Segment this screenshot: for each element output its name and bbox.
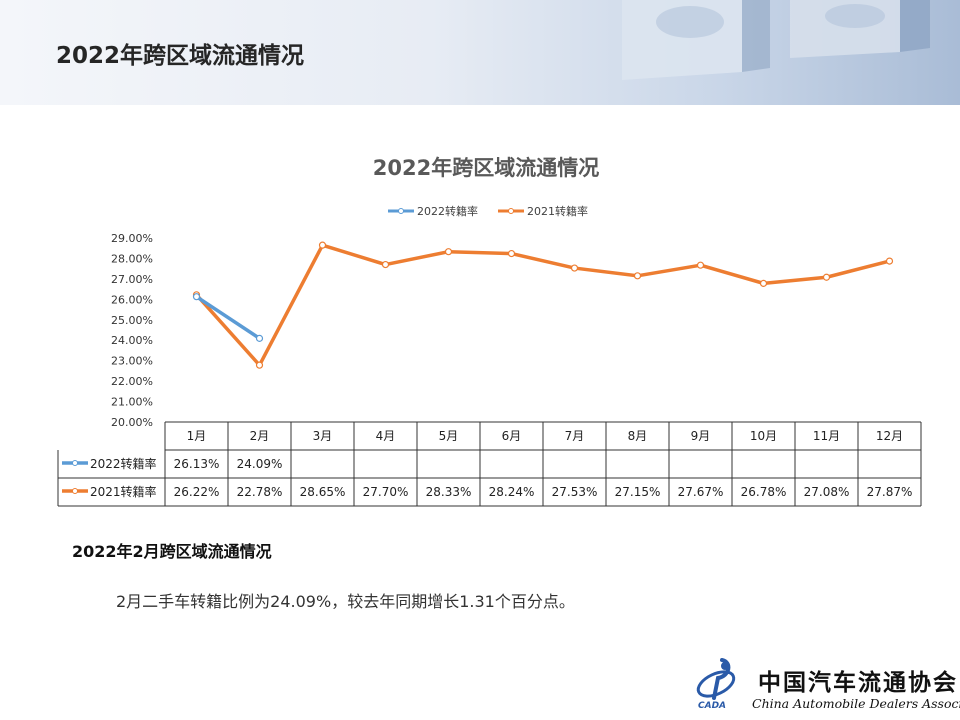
- summary-heading: 2022年2月跨区域流通情况: [72, 542, 272, 561]
- y-tick-label: 26.00%: [111, 293, 153, 306]
- data-label: 27.08%: [804, 485, 850, 499]
- org-name-en: China Automobile Dealers Association: [752, 696, 960, 711]
- page-title: 2022年跨区域流通情况: [56, 43, 305, 69]
- y-tick-label: 21.00%: [111, 396, 153, 409]
- data-point: [255, 334, 264, 342]
- x-tick-label: 1月: [187, 429, 207, 443]
- data-label: 28.33%: [426, 485, 472, 499]
- data-label: 26.13%: [174, 457, 220, 471]
- y-tick-label: 24.00%: [111, 334, 153, 347]
- series-line-1: [195, 243, 890, 367]
- data-label: 27.87%: [867, 485, 913, 499]
- table-series-marker: [72, 460, 78, 466]
- table-series-marker: [72, 488, 78, 494]
- cada-emblem-icon: CADA: [696, 658, 736, 711]
- x-tick-label: 4月: [376, 429, 396, 443]
- y-tick-label: 25.00%: [111, 314, 153, 327]
- data-point: [507, 249, 516, 258]
- logo-mark-text: CADA: [698, 701, 726, 711]
- data-point: [696, 261, 705, 269]
- data-point: [570, 264, 579, 272]
- x-tick-label: 5月: [439, 429, 459, 443]
- x-tick-label: 10月: [750, 429, 777, 443]
- data-point: [192, 293, 201, 301]
- legend-marker-2021: [508, 208, 514, 214]
- legend-marker-2022: [398, 208, 404, 214]
- data-point: [633, 272, 642, 280]
- data-point: [444, 248, 453, 256]
- table-series-name: 2022转籍率: [90, 456, 157, 471]
- data-label: 28.24%: [489, 485, 535, 499]
- series-line-0: [195, 295, 261, 340]
- x-tick-label: 12月: [876, 429, 903, 443]
- header-cubes-image: [622, 0, 930, 80]
- y-tick-label: 20.00%: [111, 416, 153, 429]
- data-label: 27.67%: [678, 485, 724, 499]
- y-tick-label: 23.00%: [111, 355, 153, 368]
- x-tick-label: 8月: [628, 429, 648, 443]
- y-axis: 29.00% 28.00% 27.00% 26.00% 25.00% 24.00% 23.0…: [111, 232, 153, 429]
- legend-label-2021: 2021转籍率: [527, 204, 588, 218]
- data-label: 22.78%: [237, 485, 283, 499]
- x-tick-label: 6月: [502, 429, 522, 443]
- data-point: [885, 257, 894, 265]
- line-chart: 2022年跨区域流通情况 2022转籍率 2021转籍率 29.00% 28.00…: [57, 156, 922, 507]
- data-label: 28.65%: [300, 485, 346, 499]
- x-tick-label: 2月: [250, 429, 270, 443]
- chart-title: 2022年跨区域流通情况: [373, 156, 599, 180]
- x-tick-label: 7月: [565, 429, 585, 443]
- data-point: [822, 273, 831, 281]
- x-tick-label: 9月: [691, 429, 711, 443]
- data-label: 26.78%: [741, 485, 787, 499]
- data-label: 27.70%: [363, 485, 409, 499]
- data-label: 24.09%: [237, 457, 283, 471]
- data-point: [318, 241, 327, 249]
- y-tick-label: 22.00%: [111, 375, 153, 388]
- data-point: [381, 260, 390, 269]
- chart-legend: 2022转籍率 2021转籍率: [388, 204, 588, 218]
- data-label: 27.53%: [552, 485, 598, 499]
- cada-logo: CADA 中国汽车流通协会 China Automobile Dealers A…: [696, 658, 960, 711]
- data-label: 27.15%: [615, 485, 661, 499]
- y-tick-label: 28.00%: [111, 252, 153, 265]
- plot-area: [192, 241, 894, 369]
- legend-label-2022: 2022转籍率: [417, 204, 478, 218]
- data-point: [255, 361, 264, 369]
- y-tick-label: 29.00%: [111, 232, 153, 245]
- summary-text: 2月二手车转籍比例为24.09%，较去年同期增长1.31个百分点。: [116, 592, 575, 611]
- y-tick-label: 27.00%: [111, 273, 153, 286]
- table-series-name: 2021转籍率: [90, 484, 157, 499]
- data-label: 26.22%: [174, 485, 220, 499]
- org-name-cn: 中国汽车流通协会: [758, 669, 958, 696]
- x-tick-label: 11月: [813, 429, 840, 443]
- data-point: [759, 279, 768, 287]
- data-table: 1月 2月 3月 4月 5月 6月 7月 8月 9月 10月 11月 12月 2022转籍率 26.13%…: [57, 421, 922, 507]
- x-tick-label: 3月: [313, 429, 333, 443]
